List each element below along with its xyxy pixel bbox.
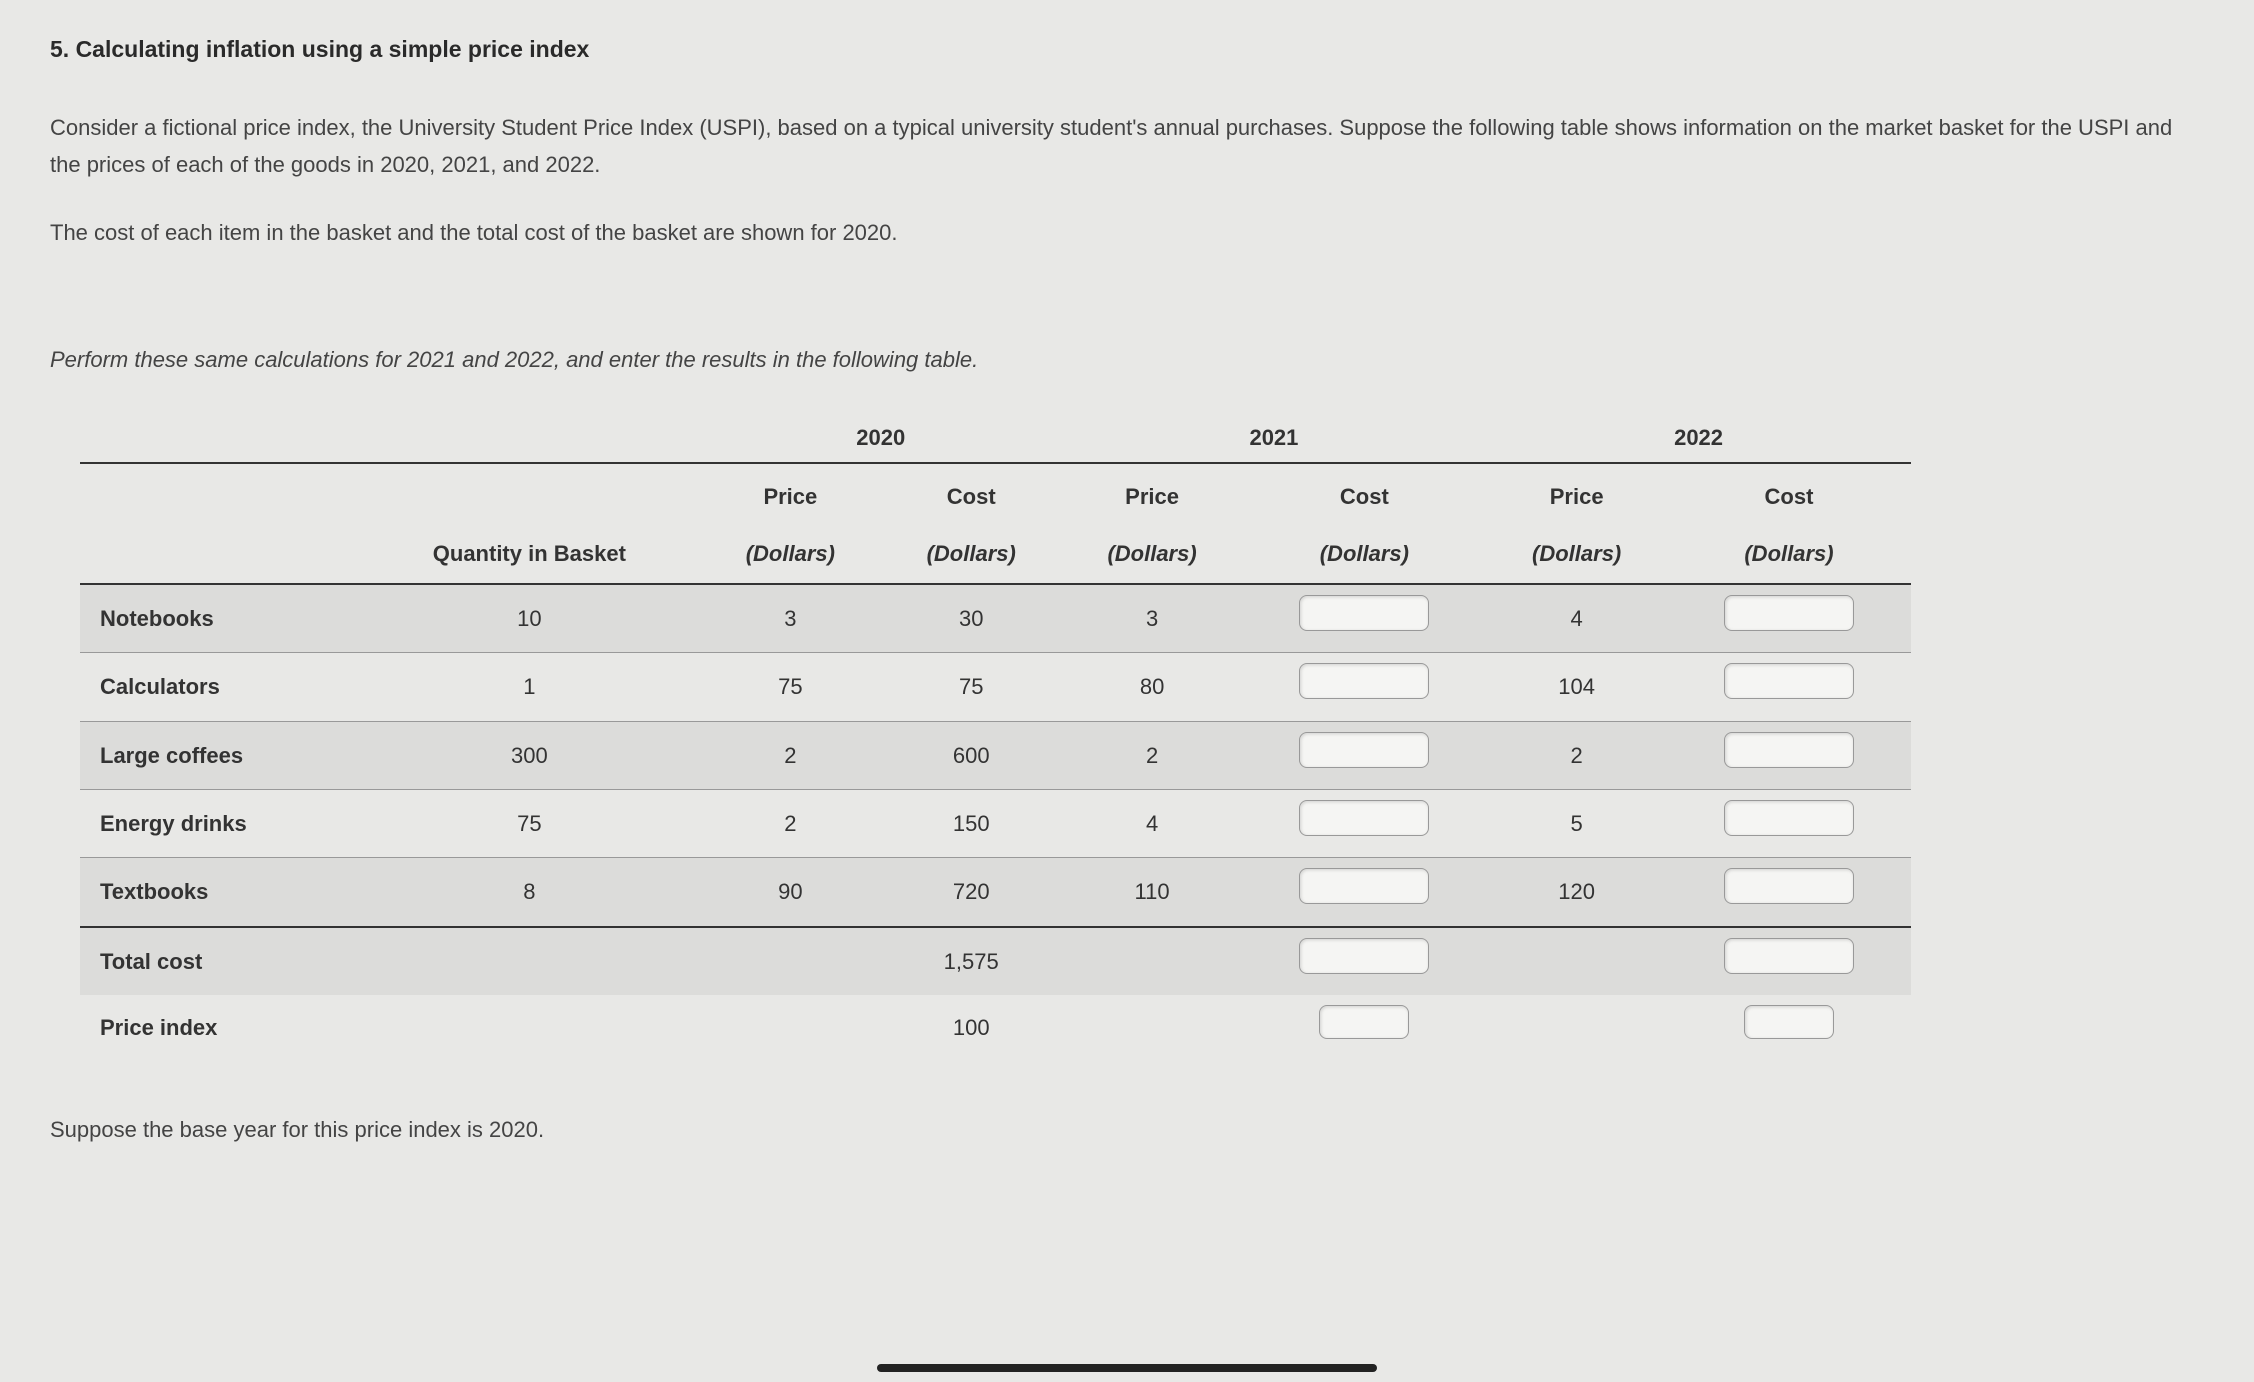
cost-col-header: Cost (881, 463, 1062, 525)
sub-header-row: Quantity in Basket (Dollars) (Dollars) (… (80, 525, 1911, 583)
cost-2022-input[interactable] (1724, 868, 1854, 904)
qty-cell: 75 (359, 790, 700, 858)
home-indicator (877, 1364, 1377, 1372)
total-2021-input[interactable] (1299, 938, 1429, 974)
dollars-sub: (Dollars) (881, 525, 1062, 583)
dollars-sub: (Dollars) (1486, 525, 1667, 583)
row-label: Energy drinks (80, 790, 359, 858)
price-2021-cell: 3 (1062, 584, 1243, 653)
price-index-label: Price index (80, 995, 359, 1060)
price-2020-cell: 90 (700, 858, 881, 927)
qty-cell: 10 (359, 584, 700, 653)
price-2020-cell: 2 (700, 721, 881, 789)
year-header-row: 2020 2021 2022 (80, 409, 1911, 463)
price-2022-cell: 5 (1486, 790, 1667, 858)
index-2020-cell: 100 (881, 995, 1062, 1060)
price-2020-cell: 75 (700, 653, 881, 721)
cost-2020-cell: 150 (881, 790, 1062, 858)
price-col-header: Price (1062, 463, 1243, 525)
cost-2021-input[interactable] (1299, 800, 1429, 836)
intro-paragraph-1: Consider a fictional price index, the Un… (50, 109, 2204, 184)
footer-text: Suppose the base year for this price ind… (50, 1111, 2204, 1148)
cost-2021-input[interactable] (1299, 595, 1429, 631)
table-row: Energy drinks 75 2 150 4 5 (80, 790, 1911, 858)
dollars-sub: (Dollars) (1667, 525, 1911, 583)
column-header-row: Price Cost Price Cost Price Cost (80, 463, 1911, 525)
year-2022-header: 2022 (1486, 409, 1911, 463)
total-cost-label: Total cost (80, 927, 359, 995)
row-label: Large coffees (80, 721, 359, 789)
price-2022-cell: 2 (1486, 721, 1667, 789)
dollars-sub: (Dollars) (1243, 525, 1487, 583)
price-col-header: Price (1486, 463, 1667, 525)
row-label: Calculators (80, 653, 359, 721)
cost-2022-input[interactable] (1724, 595, 1854, 631)
qty-cell: 300 (359, 721, 700, 789)
year-2020-header: 2020 (700, 409, 1062, 463)
dollars-sub: (Dollars) (1062, 525, 1243, 583)
intro-paragraph-2: The cost of each item in the basket and … (50, 214, 2204, 251)
cost-2020-cell: 600 (881, 721, 1062, 789)
price-2022-cell: 120 (1486, 858, 1667, 927)
question-heading: 5. Calculating inflation using a simple … (50, 30, 2204, 69)
table-row: Calculators 1 75 75 80 104 (80, 653, 1911, 721)
price-index-table: 2020 2021 2022 Price Cost Price Cost Pri… (80, 409, 1911, 1061)
table-row: Textbooks 8 90 720 110 120 (80, 858, 1911, 927)
cost-2021-input[interactable] (1299, 663, 1429, 699)
price-2022-cell: 4 (1486, 584, 1667, 653)
cost-2020-cell: 30 (881, 584, 1062, 653)
cost-col-header: Cost (1667, 463, 1911, 525)
row-label: Textbooks (80, 858, 359, 927)
price-2021-cell: 2 (1062, 721, 1243, 789)
price-2020-cell: 2 (700, 790, 881, 858)
qty-cell: 1 (359, 653, 700, 721)
index-2022-input[interactable] (1744, 1005, 1834, 1039)
cost-col-header: Cost (1243, 463, 1487, 525)
qty-cell: 8 (359, 858, 700, 927)
row-label: Notebooks (80, 584, 359, 653)
cost-2021-input[interactable] (1299, 868, 1429, 904)
cost-2022-input[interactable] (1724, 732, 1854, 768)
price-col-header: Price (700, 463, 881, 525)
table-row: Notebooks 10 3 30 3 4 (80, 584, 1911, 653)
index-2021-input[interactable] (1319, 1005, 1409, 1039)
year-2021-header: 2021 (1062, 409, 1487, 463)
total-2020-cell: 1,575 (881, 927, 1062, 995)
cost-2021-input[interactable] (1299, 732, 1429, 768)
price-2021-cell: 80 (1062, 653, 1243, 721)
cost-2020-cell: 720 (881, 858, 1062, 927)
total-cost-row: Total cost 1,575 (80, 927, 1911, 995)
instruction-text: Perform these same calculations for 2021… (50, 341, 2204, 378)
price-2020-cell: 3 (700, 584, 881, 653)
dollars-sub: (Dollars) (700, 525, 881, 583)
total-2022-input[interactable] (1724, 938, 1854, 974)
price-2022-cell: 104 (1486, 653, 1667, 721)
qty-col-header: Quantity in Basket (359, 525, 700, 583)
table-row: Large coffees 300 2 600 2 2 (80, 721, 1911, 789)
cost-2022-input[interactable] (1724, 800, 1854, 836)
cost-2020-cell: 75 (881, 653, 1062, 721)
price-2021-cell: 4 (1062, 790, 1243, 858)
cost-2022-input[interactable] (1724, 663, 1854, 699)
price-index-row: Price index 100 (80, 995, 1911, 1060)
price-2021-cell: 110 (1062, 858, 1243, 927)
